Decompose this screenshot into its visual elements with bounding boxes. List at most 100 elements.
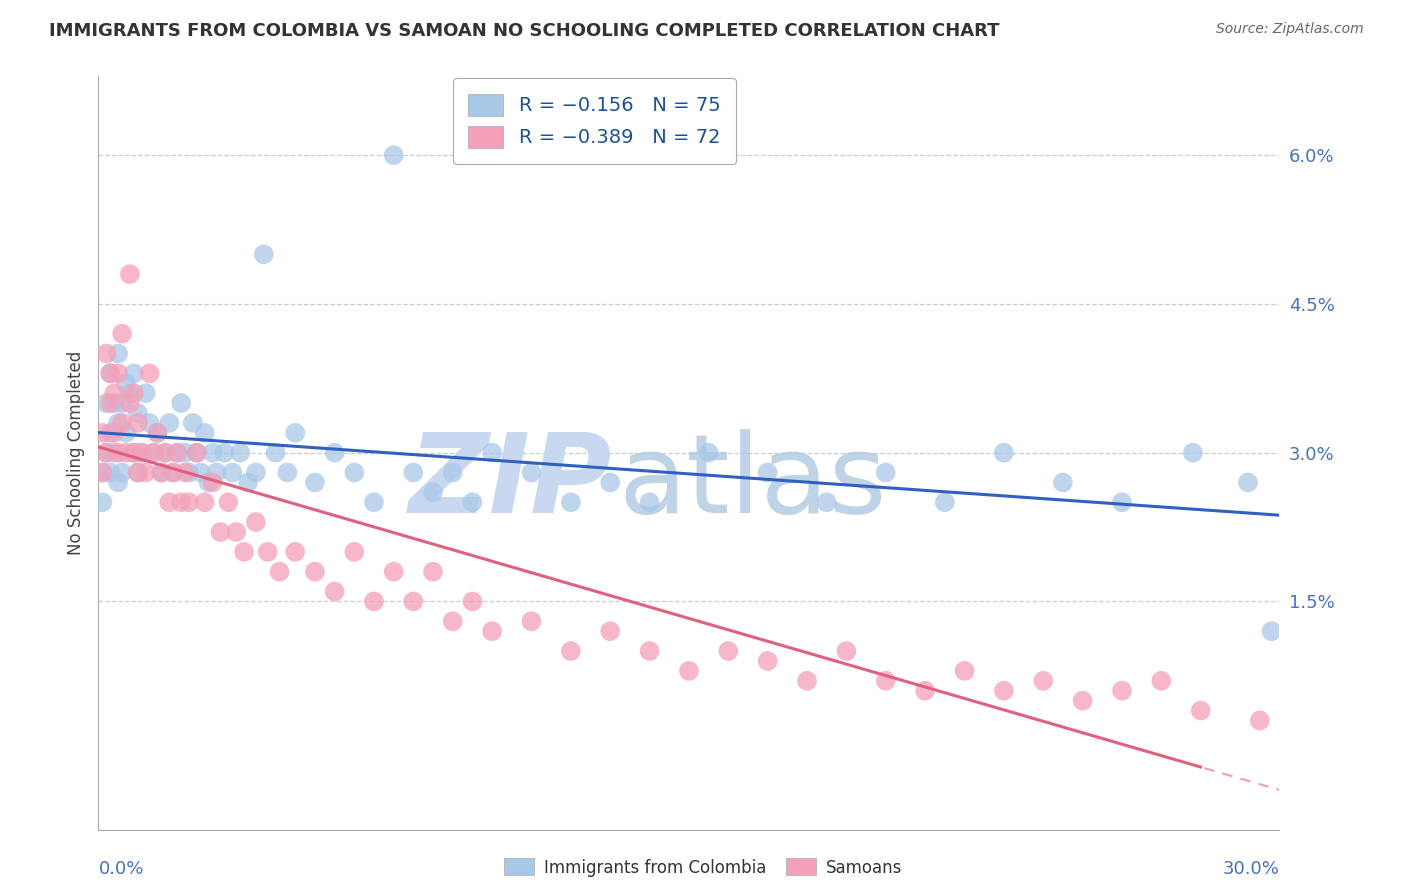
Point xyxy=(96,446,118,460)
Point xyxy=(225,524,247,539)
Point xyxy=(107,446,129,460)
Point xyxy=(402,466,425,480)
Point xyxy=(481,624,503,639)
Point xyxy=(481,446,503,460)
Point xyxy=(150,466,173,480)
Point xyxy=(697,446,720,460)
Point xyxy=(343,466,366,480)
Point xyxy=(118,386,141,401)
Point xyxy=(520,466,543,480)
Point xyxy=(190,466,212,480)
Point xyxy=(993,683,1015,698)
Point xyxy=(1052,475,1074,490)
Point xyxy=(229,446,252,460)
Point xyxy=(177,466,200,480)
Point xyxy=(170,495,193,509)
Point xyxy=(177,495,200,509)
Point xyxy=(122,386,145,401)
Point xyxy=(815,495,838,509)
Point xyxy=(174,466,197,480)
Point xyxy=(127,416,149,430)
Point xyxy=(205,466,228,480)
Point xyxy=(304,475,326,490)
Point xyxy=(96,446,118,460)
Point xyxy=(402,594,425,608)
Point xyxy=(111,396,134,410)
Point xyxy=(181,416,204,430)
Point xyxy=(796,673,818,688)
Point xyxy=(142,446,165,460)
Point xyxy=(209,524,232,539)
Point xyxy=(934,495,956,509)
Point xyxy=(1260,624,1282,639)
Point xyxy=(122,367,145,381)
Point xyxy=(201,446,224,460)
Point xyxy=(107,475,129,490)
Point xyxy=(138,367,160,381)
Point xyxy=(107,346,129,360)
Point xyxy=(115,425,138,440)
Point xyxy=(118,396,141,410)
Point xyxy=(382,565,405,579)
Point xyxy=(127,466,149,480)
Point xyxy=(1237,475,1260,490)
Point xyxy=(122,446,145,460)
Point xyxy=(197,475,219,490)
Point xyxy=(422,565,444,579)
Point xyxy=(520,615,543,629)
Point xyxy=(131,446,153,460)
Point xyxy=(155,446,177,460)
Point xyxy=(96,346,118,360)
Point xyxy=(441,615,464,629)
Point xyxy=(1150,673,1173,688)
Point xyxy=(166,446,188,460)
Point xyxy=(91,495,114,509)
Point xyxy=(638,644,661,658)
Point xyxy=(245,466,267,480)
Point xyxy=(304,565,326,579)
Point xyxy=(236,475,259,490)
Point xyxy=(756,654,779,668)
Point xyxy=(284,545,307,559)
Point xyxy=(201,475,224,490)
Point xyxy=(441,466,464,480)
Point xyxy=(142,446,165,460)
Point xyxy=(461,495,484,509)
Point xyxy=(150,466,173,480)
Point xyxy=(186,446,208,460)
Point xyxy=(146,425,169,440)
Point xyxy=(194,425,217,440)
Point xyxy=(1249,714,1271,728)
Point xyxy=(1071,693,1094,707)
Point xyxy=(91,466,114,480)
Point xyxy=(1111,683,1133,698)
Point xyxy=(135,386,157,401)
Point xyxy=(162,466,184,480)
Point xyxy=(284,425,307,440)
Point xyxy=(103,396,125,410)
Text: 30.0%: 30.0% xyxy=(1223,860,1279,878)
Point xyxy=(107,367,129,381)
Point xyxy=(174,446,197,460)
Point xyxy=(269,565,291,579)
Point xyxy=(157,495,180,509)
Point xyxy=(98,367,121,381)
Point xyxy=(717,644,740,658)
Point xyxy=(103,446,125,460)
Point xyxy=(221,466,243,480)
Point xyxy=(194,495,217,509)
Point xyxy=(422,485,444,500)
Point xyxy=(127,466,149,480)
Point xyxy=(560,495,582,509)
Point xyxy=(115,446,138,460)
Point xyxy=(98,466,121,480)
Point xyxy=(98,396,121,410)
Point xyxy=(98,425,121,440)
Text: IMMIGRANTS FROM COLOMBIA VS SAMOAN NO SCHOOLING COMPLETED CORRELATION CHART: IMMIGRANTS FROM COLOMBIA VS SAMOAN NO SC… xyxy=(49,22,1000,40)
Point xyxy=(914,683,936,698)
Y-axis label: No Schooling Completed: No Schooling Completed xyxy=(66,351,84,555)
Point xyxy=(233,545,256,559)
Text: 0.0%: 0.0% xyxy=(98,860,143,878)
Point xyxy=(638,495,661,509)
Point xyxy=(560,644,582,658)
